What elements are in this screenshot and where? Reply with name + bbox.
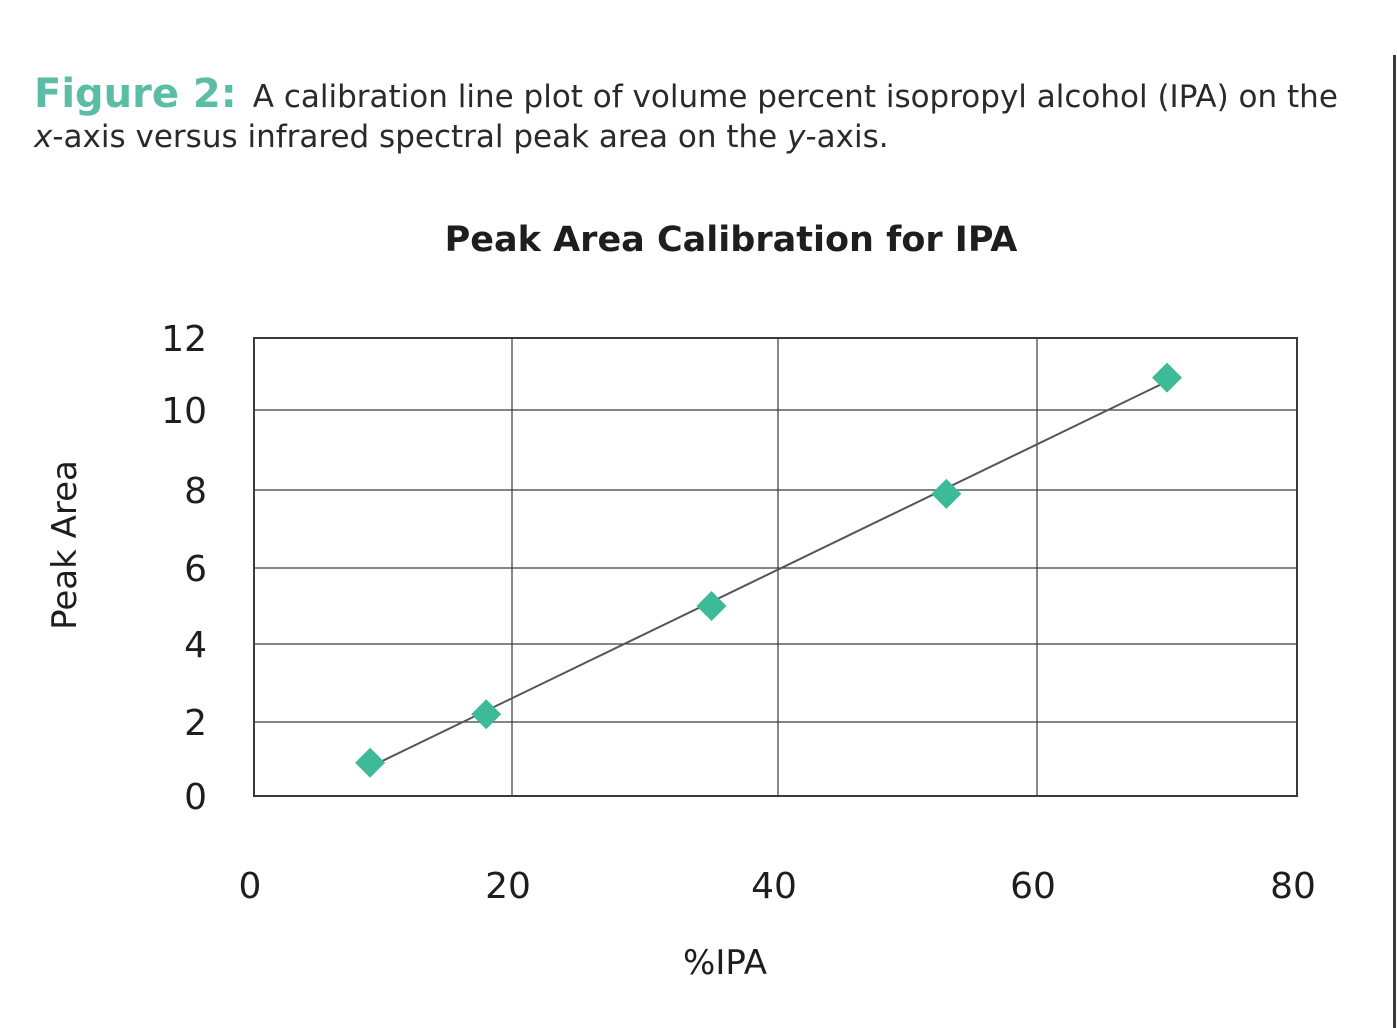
data-point-5: [1152, 362, 1182, 393]
y-tick-label-8: 8: [184, 471, 207, 512]
figure-label: Figure 2:: [34, 71, 237, 117]
data-point-1: [355, 747, 386, 778]
figure-caption: Figure 2: A calibration line plot of volu…: [34, 74, 1354, 157]
caption-text-3: -axis.: [805, 119, 889, 155]
chart-title: Peak Area Calibration for IPA: [444, 220, 1018, 260]
x-tick-label-20: 20: [485, 866, 531, 907]
y-tick-label-10: 10: [161, 391, 207, 432]
y-tick-label-6: 6: [184, 549, 207, 590]
page-edge-rule: [1393, 55, 1396, 1028]
y-tick-label-2: 2: [184, 703, 207, 744]
data-point-4: [931, 478, 962, 509]
data-point-3: [696, 591, 727, 621]
y-tick-label-12: 12: [161, 319, 207, 360]
plot-frame: [253, 337, 1298, 797]
caption-x-variable: x: [34, 119, 53, 155]
y-tick-label-4: 4: [184, 625, 207, 666]
caption-text-1: A calibration line plot of volume percen…: [252, 79, 1338, 115]
caption-y-variable: y: [787, 119, 806, 155]
trendline: [369, 380, 1168, 768]
x-axis-title: %IPA: [683, 943, 767, 983]
y-tick-label-0: 0: [184, 777, 207, 818]
caption-text-2: -axis versus infrared spectral peak area…: [52, 119, 788, 155]
x-tick-label-40: 40: [751, 866, 797, 907]
data-point-2: [471, 699, 502, 730]
x-tick-label-0: 0: [239, 866, 262, 907]
x-tick-label-60: 60: [1010, 866, 1056, 907]
x-tick-label-80: 80: [1270, 866, 1316, 907]
